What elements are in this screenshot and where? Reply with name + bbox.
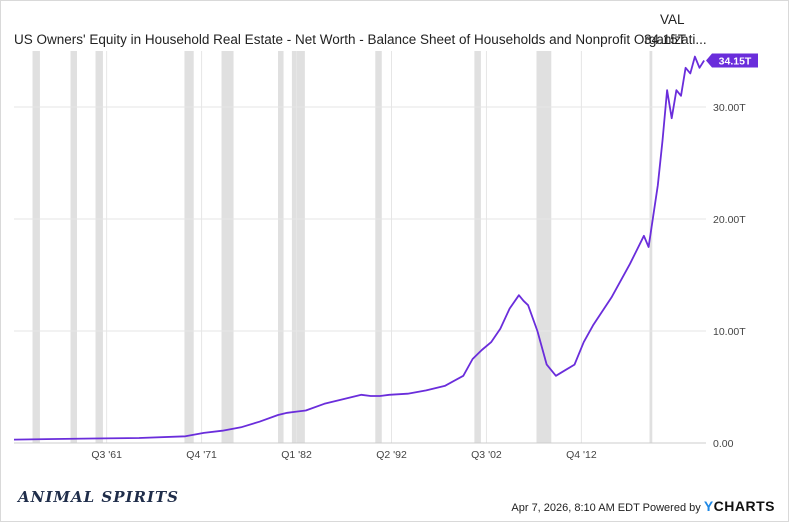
y-tick-label: 10.00T <box>713 326 746 338</box>
latest-value: 34.15T <box>644 32 687 47</box>
ycharts-logo-y: Y <box>703 498 714 514</box>
recession-band <box>536 51 552 443</box>
value-column-header: VAL <box>660 12 685 27</box>
ycharts-logo[interactable]: YCHARTS <box>704 498 775 514</box>
x-tick-label: Q4 '12 <box>566 449 597 461</box>
recession-band <box>184 51 194 443</box>
recession-band <box>32 51 40 443</box>
gridlines <box>14 51 706 444</box>
x-tick-label: Q3 '61 <box>91 449 122 461</box>
recession-band <box>70 51 77 443</box>
last-value-label: 34.15T <box>719 56 752 68</box>
y-tick-label: 20.00T <box>713 214 746 226</box>
animal-spirits-logo: ANIMAL SPIRITS <box>18 488 179 506</box>
recession-band <box>474 51 481 443</box>
recession-band <box>221 51 234 443</box>
y-tick-label: 30.00T <box>713 102 746 114</box>
chart-title: US Owners' Equity in Household Real Esta… <box>14 32 707 47</box>
series-line-group <box>13 55 705 441</box>
x-tick-label: Q2 '92 <box>376 449 407 461</box>
series-line <box>13 55 705 441</box>
x-tick-label: Q4 '71 <box>186 449 217 461</box>
recession-band <box>649 51 653 443</box>
x-tick-label: Q3 '02 <box>471 449 502 461</box>
x-tick-label: Q1 '82 <box>281 449 312 461</box>
timestamp: Apr 7, 2026, 8:10 AM EDT Powered by <box>511 502 701 514</box>
footer-attribution: Apr 7, 2026, 8:10 AM EDT Powered by YCHA… <box>511 498 775 514</box>
last-value-badge: 34.15T <box>706 53 758 68</box>
last-value-marker <box>706 53 758 68</box>
recession-band <box>95 51 103 443</box>
recession-band <box>291 51 305 443</box>
recession-bands <box>32 51 653 443</box>
recession-band <box>278 51 284 443</box>
axis-labels: 0.00 10.00T 20.00T 30.00T Q3 '61 Q4 '71 Q1 '82… <box>91 102 746 461</box>
y-tick-label: 0.00 <box>713 438 734 450</box>
recession-band <box>375 51 382 443</box>
ycharts-logo-rest: CHARTS <box>713 498 775 514</box>
